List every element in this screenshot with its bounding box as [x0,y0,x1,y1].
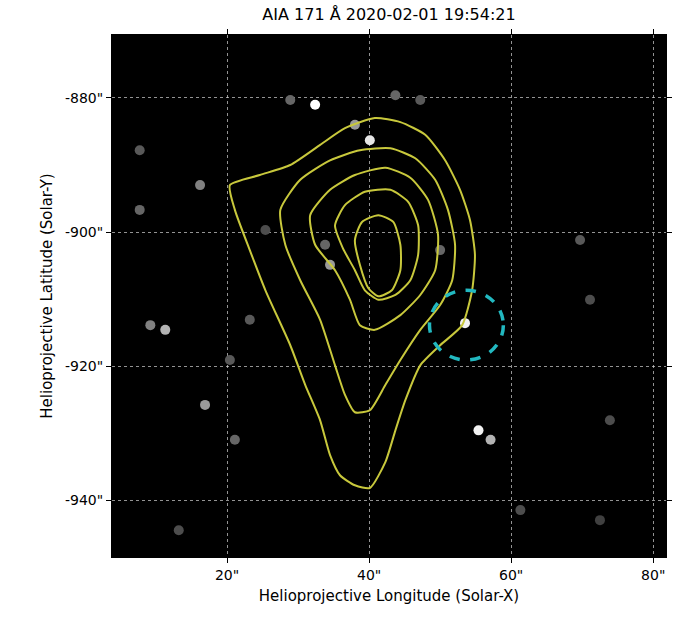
svg-text:Helioprojective Longitude (Sol: Helioprojective Longitude (Solar-X) [259,587,519,605]
svg-text:-940": -940" [65,492,103,508]
svg-text:-920": -920" [65,358,103,374]
svg-text:60": 60" [499,567,523,583]
svg-text:-900": -900" [65,224,103,240]
svg-text:40": 40" [357,567,381,583]
svg-text:20": 20" [215,567,239,583]
svg-text:80": 80" [641,567,665,583]
svg-text:-880": -880" [65,90,103,106]
svg-text:Helioprojective Latitude (Sola: Helioprojective Latitude (Solar-Y) [38,173,56,418]
svg-text:AIA 171 Å 2020-02-01 19:54:21: AIA 171 Å 2020-02-01 19:54:21 [262,5,515,24]
